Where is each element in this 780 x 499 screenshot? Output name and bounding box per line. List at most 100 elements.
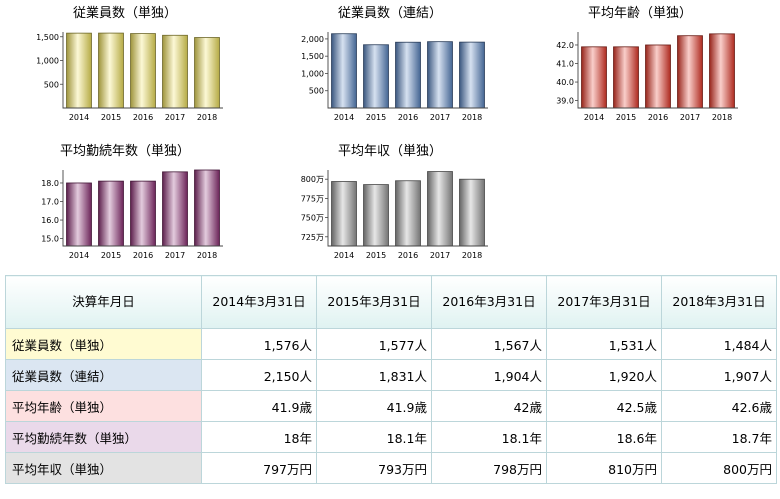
table-cell: 41.9歳 bbox=[201, 390, 317, 422]
header-label: 決算年月日 bbox=[5, 275, 202, 329]
bar bbox=[395, 180, 421, 247]
bar bbox=[363, 44, 389, 109]
bar bbox=[98, 180, 124, 247]
x-tick-label: 2018 bbox=[462, 113, 482, 122]
table-cell: 793万円 bbox=[316, 452, 432, 484]
summary-table: 決算年月日 2014年3月31日 2015年3月31日 2016年3月31日 2… bbox=[5, 275, 777, 484]
y-tick-label: 2,000 bbox=[301, 35, 324, 44]
table-cell: 42.6歳 bbox=[661, 390, 777, 422]
x-tick-label: 2014 bbox=[584, 113, 604, 122]
bar bbox=[130, 33, 156, 109]
chart-employees-standalone: 従業員数（単独） 2014 2015 2016 2017 2018 500 1,000 1,5… bbox=[5, 0, 245, 130]
bar bbox=[709, 33, 735, 109]
chart-average-salary: 平均年収（単独） 2014 2015 2016 2017 2018 725万 750万 775… bbox=[270, 138, 510, 268]
column-header: 2014年3月31日 bbox=[201, 275, 317, 329]
x-tick-label: 2014 bbox=[334, 113, 354, 122]
row-label: 従業員数（単独） bbox=[5, 328, 202, 360]
bar bbox=[162, 34, 188, 109]
x-tick-label: 2015 bbox=[101, 251, 121, 260]
y-tick-label: 18.0 bbox=[41, 179, 59, 188]
axis-lines bbox=[62, 170, 223, 247]
y-tick-label: 1,500 bbox=[36, 33, 59, 42]
bar bbox=[427, 41, 453, 109]
chart-title: 平均勤続年数（単独） bbox=[59, 144, 190, 159]
table-row: 従業員数（連結） 2,150人 1,831人 1,904人 1,920人 1,9… bbox=[5, 359, 777, 391]
table-cell: 1,567人 bbox=[431, 328, 547, 360]
x-tick-label: 2016 bbox=[133, 113, 153, 122]
chart-employees-consolidated: 従業員数（連結） 2014 2015 2016 2017 2018 500 1,000 1,5… bbox=[270, 0, 510, 130]
row-label: 従業員数（連結） bbox=[5, 359, 202, 391]
chart-title: 平均年齢（単独） bbox=[587, 6, 692, 21]
bar bbox=[581, 46, 607, 109]
table-cell: 18.6年 bbox=[546, 421, 662, 453]
table-cell: 1,907人 bbox=[661, 359, 777, 391]
chart-svg: 2014 2015 2016 2017 2018 725万 750万 775万 800万 bbox=[301, 170, 488, 260]
x-tick-label: 2017 bbox=[165, 113, 185, 122]
table-cell: 810万円 bbox=[546, 452, 662, 484]
table-cell: 1,484人 bbox=[661, 328, 777, 360]
table-cell: 798万円 bbox=[431, 452, 547, 484]
table-cell: 2,150人 bbox=[201, 359, 317, 391]
y-tick-label: 17.0 bbox=[41, 198, 59, 207]
chart-svg: 2014 2015 2016 2017 2018 15.0 16.0 17.0 18.0 bbox=[41, 169, 223, 260]
table-cell: 42歳 bbox=[431, 390, 547, 422]
y-tick-label: 16.0 bbox=[41, 216, 59, 225]
x-tick-label: 2016 bbox=[133, 251, 153, 260]
y-tick-label: 1,500 bbox=[301, 52, 324, 61]
bar bbox=[162, 171, 188, 247]
x-tick-label: 2017 bbox=[430, 251, 450, 260]
table-row: 平均年収（単独） 797万円 793万円 798万円 810万円 800万円 bbox=[5, 452, 777, 484]
table-cell: 800万円 bbox=[661, 452, 777, 484]
bar bbox=[98, 32, 124, 109]
x-tick-label: 2014 bbox=[334, 251, 354, 260]
bar bbox=[677, 35, 703, 109]
x-tick-label: 2016 bbox=[398, 251, 418, 260]
x-tick-label: 2018 bbox=[197, 113, 217, 122]
bar bbox=[66, 182, 92, 247]
x-tick-label: 2017 bbox=[430, 113, 450, 122]
bar bbox=[194, 169, 220, 247]
table-cell: 1,576人 bbox=[201, 328, 317, 360]
table-cell: 1,577人 bbox=[316, 328, 432, 360]
x-tick-label: 2015 bbox=[366, 251, 386, 260]
table-cell: 42.5歳 bbox=[546, 390, 662, 422]
y-tick-label: 800万 bbox=[301, 175, 324, 184]
x-tick-label: 2014 bbox=[69, 251, 89, 260]
chart-average-age: 平均年齢（単独） 2014 2015 2016 2017 2018 39.0 40.0 41.… bbox=[520, 0, 760, 130]
table-cell: 18.1年 bbox=[431, 421, 547, 453]
y-tick-label: 775万 bbox=[301, 194, 324, 203]
bar bbox=[331, 181, 357, 247]
x-tick-label: 2017 bbox=[680, 113, 700, 122]
chart-svg: 2014 2015 2016 2017 2018 500 1,000 1,500 bbox=[36, 32, 223, 122]
table-row: 従業員数（単独） 1,576人 1,577人 1,567人 1,531人 1,4… bbox=[5, 328, 777, 360]
column-header: 2016年3月31日 bbox=[431, 275, 547, 329]
row-label: 平均年収（単独） bbox=[5, 452, 202, 484]
chart-svg: 2014 2015 2016 2017 2018 500 1,000 1,500 2,000 bbox=[301, 32, 488, 122]
chart-title: 平均年収（単独） bbox=[337, 144, 442, 159]
table-cell: 1,904人 bbox=[431, 359, 547, 391]
x-tick-label: 2016 bbox=[648, 113, 668, 122]
axis-lines bbox=[327, 170, 488, 247]
table-cell: 1,920人 bbox=[546, 359, 662, 391]
chart-title: 従業員数（連結） bbox=[337, 6, 442, 21]
column-header: 2017年3月31日 bbox=[546, 275, 662, 329]
table-cell: 797万円 bbox=[201, 452, 317, 484]
row-label: 平均勤続年数（単独） bbox=[5, 421, 202, 453]
column-header: 2015年3月31日 bbox=[316, 275, 432, 329]
y-tick-label: 500 bbox=[309, 87, 324, 96]
axis-lines bbox=[62, 32, 223, 109]
x-tick-label: 2015 bbox=[616, 113, 636, 122]
bar bbox=[459, 178, 485, 247]
bar bbox=[645, 44, 671, 109]
bar bbox=[194, 37, 220, 109]
chart-title: 従業員数（単独） bbox=[72, 6, 177, 21]
table-cell: 18年 bbox=[201, 421, 317, 453]
y-tick-label: 500 bbox=[44, 80, 59, 89]
axis-lines bbox=[327, 32, 488, 109]
table-cell: 1,531人 bbox=[546, 328, 662, 360]
y-tick-label: 41.0 bbox=[556, 60, 574, 69]
bar bbox=[363, 184, 389, 247]
bar bbox=[459, 41, 485, 109]
x-tick-label: 2016 bbox=[398, 113, 418, 122]
x-tick-label: 2015 bbox=[101, 113, 121, 122]
